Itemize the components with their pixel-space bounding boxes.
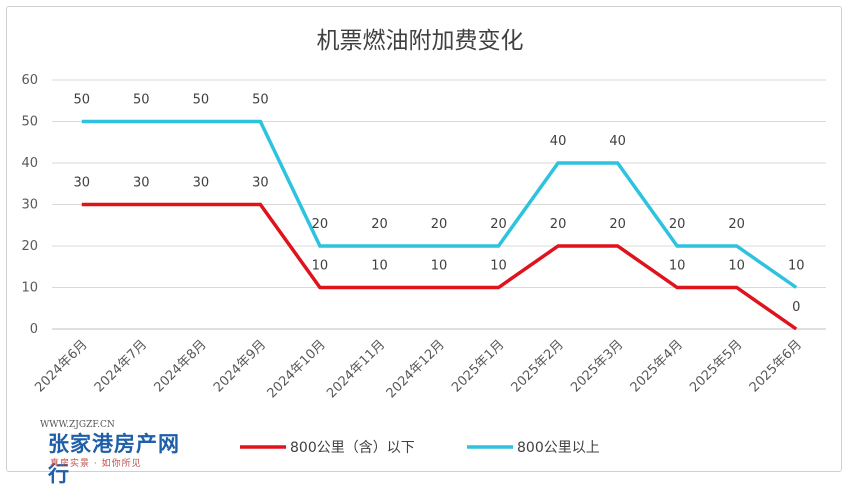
x-tick-label: 2024年11月 (324, 337, 388, 401)
x-tick-label: 2024年6月 (32, 337, 90, 395)
data-label: 50 (252, 93, 269, 108)
data-label: 20 (609, 217, 626, 232)
series-lines (81, 119, 798, 331)
data-label: 10 (788, 259, 805, 274)
data-label: 50 (73, 93, 90, 108)
data-label: 20 (431, 217, 448, 232)
data-label: 50 (193, 93, 210, 108)
chart-title: 机票燃油附加费变化 (317, 28, 524, 54)
data-label: 50 (133, 93, 150, 108)
watermark-logo: WWW.ZJGZF.CN 张家港房产网 行 真房实景 · 如你所见 (30, 420, 180, 486)
data-label: 10 (728, 259, 745, 274)
series-line-0 (81, 202, 798, 331)
x-tick-label: 2024年12月 (384, 337, 448, 401)
x-tick-label: 2025年3月 (568, 337, 626, 395)
watermark-subtitle: 真房实景 · 如你所见 (50, 459, 142, 469)
data-label: 10 (312, 259, 329, 274)
data-label: 10 (490, 259, 507, 274)
legend-label-1: 800公里以上 (517, 440, 600, 456)
chart-frame (6, 6, 842, 472)
x-tick-label: 2024年8月 (151, 337, 209, 395)
data-label: 20 (728, 217, 745, 232)
data-label: 30 (133, 176, 150, 191)
y-tick-label: 40 (21, 156, 38, 171)
y-axis-ticks: 0 10 20 30 40 50 60 (21, 73, 38, 337)
x-tick-label: 2025年5月 (687, 337, 745, 395)
x-tick-label: 2024年10月 (265, 337, 329, 401)
data-label: 10 (431, 259, 448, 274)
legend: 800公里（含）以下 800公里以上 (240, 440, 600, 456)
data-label: 30 (252, 176, 269, 191)
data-label: 30 (73, 176, 90, 191)
watermark-url: WWW.ZJGZF.CN (40, 420, 115, 430)
y-tick-label: 50 (21, 115, 38, 130)
x-tick-label: 2024年9月 (211, 337, 269, 395)
data-label: 20 (550, 217, 567, 232)
data-label: 20 (490, 217, 507, 232)
x-tick-label: 2024年7月 (92, 337, 150, 395)
data-label: 30 (193, 176, 210, 191)
y-tick-label: 10 (21, 281, 38, 296)
data-label: 0 (792, 300, 800, 315)
data-label: 40 (550, 134, 567, 149)
x-tick-label: 2025年1月 (449, 337, 507, 395)
series-line-1 (81, 119, 798, 289)
data-label: 20 (669, 217, 686, 232)
data-label: 40 (609, 134, 626, 149)
x-axis-ticks: 2024年6月 2024年7月 2024年8月 2024年9月2024年10月2024… (32, 337, 805, 401)
x-tick-label: 2025年4月 (628, 337, 686, 395)
data-labels: 30 30 30 30 10 10 10 10 20 20 10 10 0 50 50 50 50 20 20 20 2… (73, 93, 804, 316)
y-tick-label: 60 (21, 73, 38, 88)
data-label: 10 (669, 259, 686, 274)
x-tick-label: 2025年2月 (509, 337, 567, 395)
x-tick-label: 2025年6月 (747, 337, 805, 395)
data-label: 10 (371, 259, 388, 274)
y-tick-label: 20 (21, 239, 38, 254)
legend-label-0: 800公里（含）以下 (290, 440, 415, 456)
y-tick-label: 30 (21, 198, 38, 213)
y-tick-label: 0 (30, 322, 38, 337)
data-label: 20 (371, 217, 388, 232)
data-label: 20 (312, 217, 329, 232)
